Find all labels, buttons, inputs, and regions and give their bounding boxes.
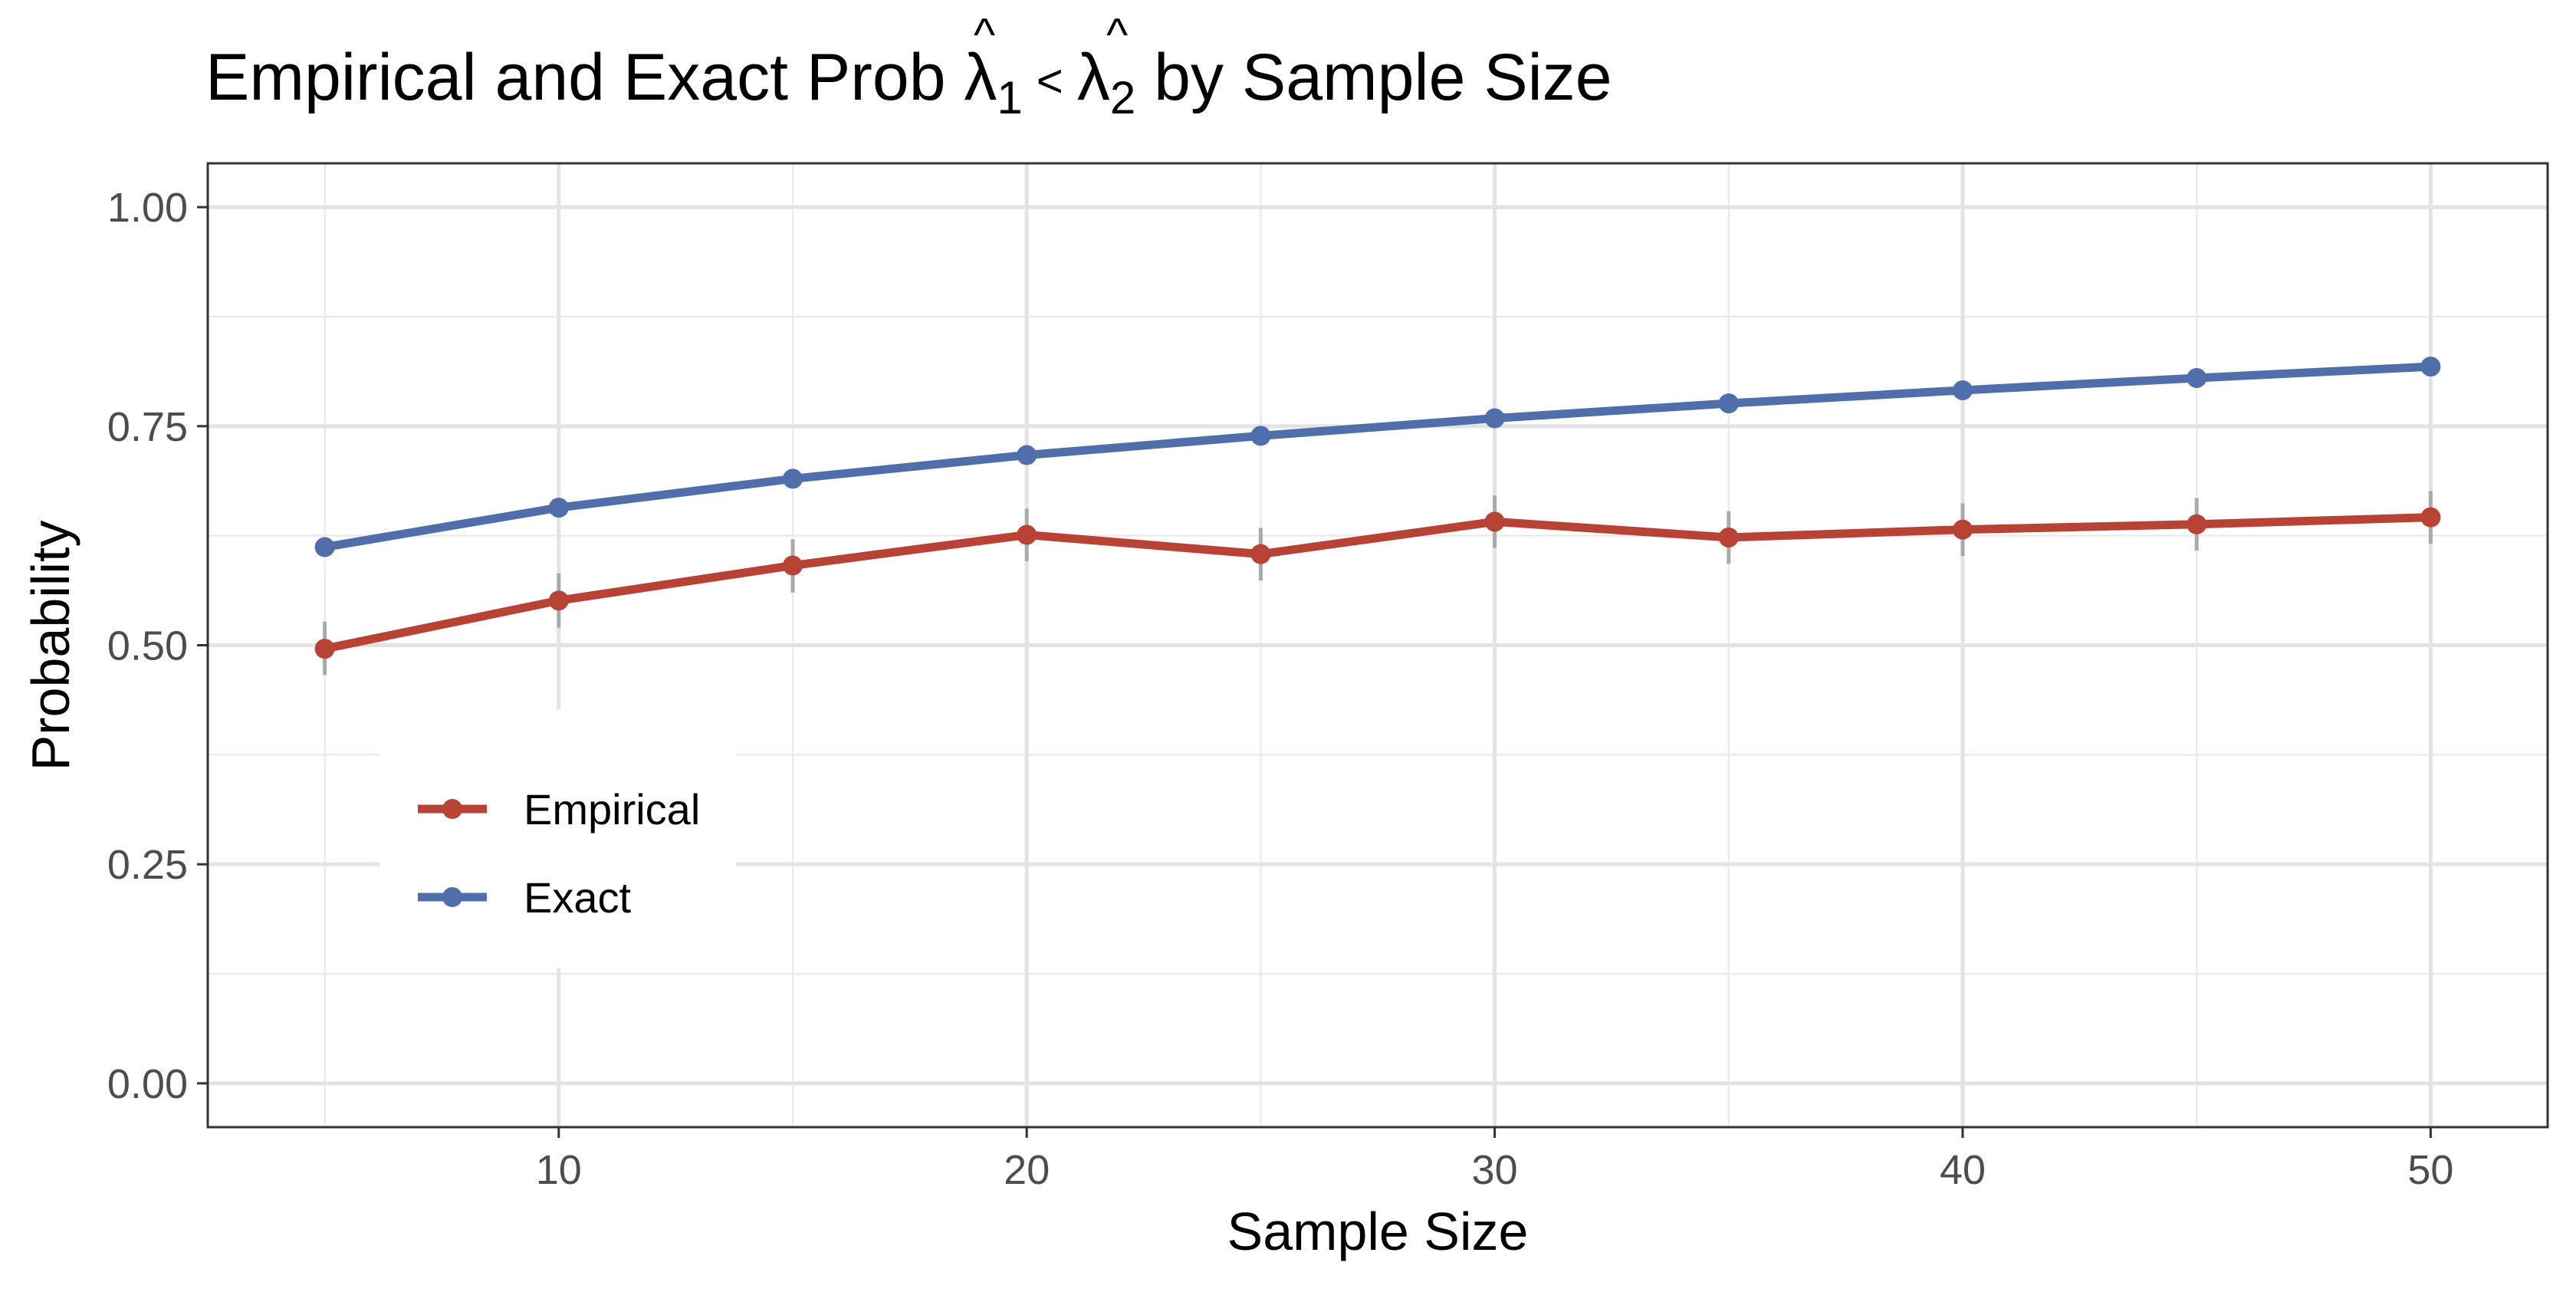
x-tick-label: 40 — [1940, 1147, 1986, 1193]
series-points — [314, 357, 2441, 659]
legend-key-point-exact — [442, 887, 462, 907]
series-lines — [324, 362, 2431, 653]
x-tick-label: 20 — [1004, 1147, 1050, 1193]
data-point-exact — [314, 537, 335, 557]
chart-title: Empirical and Exact Prob λ1 < λ2 by Sample… — [205, 9, 1612, 123]
svg-text:Empirical and Exact Prob λ1<λ2: Empirical and Exact Prob λ1 < λ2 by Sample… — [205, 41, 1612, 123]
legend-label-empirical: Empirical — [524, 785, 700, 833]
x-tick-label: 30 — [1472, 1147, 1518, 1193]
data-point-exact — [1250, 426, 1271, 446]
title-sub-2: 2 — [1110, 72, 1135, 123]
data-point-exact — [2420, 357, 2441, 377]
data-point-exact — [783, 468, 803, 489]
data-point-exact — [548, 498, 569, 518]
data-point-empirical — [1484, 511, 1505, 532]
title-operator: < — [1037, 55, 1063, 107]
y-tick-label: 0.00 — [107, 1061, 188, 1107]
y-tick-label: 1.00 — [107, 185, 188, 231]
data-point-empirical — [2187, 514, 2207, 534]
major-gridlines — [208, 163, 2548, 1127]
title-hat-1: ^ — [974, 9, 995, 61]
y-tick-label: 0.50 — [107, 623, 188, 669]
x-axis: 10 20 30 40 50 — [536, 1127, 2453, 1193]
legend-label-exact: Exact — [524, 873, 631, 922]
data-point-empirical — [783, 555, 803, 576]
series-line-exact — [324, 362, 2431, 551]
data-point-empirical — [1953, 519, 1973, 540]
series-line-empirical — [324, 513, 2431, 653]
data-point-empirical — [1718, 527, 1739, 547]
legend-key-point-empirical — [442, 799, 462, 819]
x-tick-label: 50 — [2407, 1147, 2453, 1193]
y-tick-label: 0.25 — [107, 842, 188, 888]
legend: Empirical Exact — [380, 709, 736, 968]
title-prefix: Empirical and Exact Prob — [205, 41, 964, 114]
title-lambda-2: λ — [1077, 41, 1110, 114]
data-point-exact — [1953, 380, 1973, 400]
x-axis-title: Sample Size — [1227, 1202, 1529, 1261]
title-hat-2: ^ — [1106, 9, 1128, 61]
x-tick-label: 10 — [536, 1147, 582, 1193]
y-axis: 0.00 0.25 0.50 0.75 1.00 — [107, 185, 208, 1107]
data-point-exact — [2187, 367, 2207, 388]
title-suffix: by Sample Size — [1135, 41, 1612, 114]
data-point-empirical — [314, 639, 335, 659]
data-point-empirical — [1250, 544, 1271, 564]
y-axis-title: Probability — [21, 521, 80, 771]
legend-box — [380, 709, 736, 968]
title-sub-1: 1 — [997, 72, 1022, 123]
data-point-exact — [1718, 393, 1739, 414]
title-lambda-1: λ — [964, 41, 997, 114]
data-point-exact — [1017, 445, 1037, 465]
y-tick-label: 0.75 — [107, 404, 188, 450]
data-point-empirical — [548, 590, 569, 611]
data-point-empirical — [2420, 507, 2441, 528]
data-point-empirical — [1017, 524, 1037, 545]
data-point-exact — [1484, 408, 1505, 429]
